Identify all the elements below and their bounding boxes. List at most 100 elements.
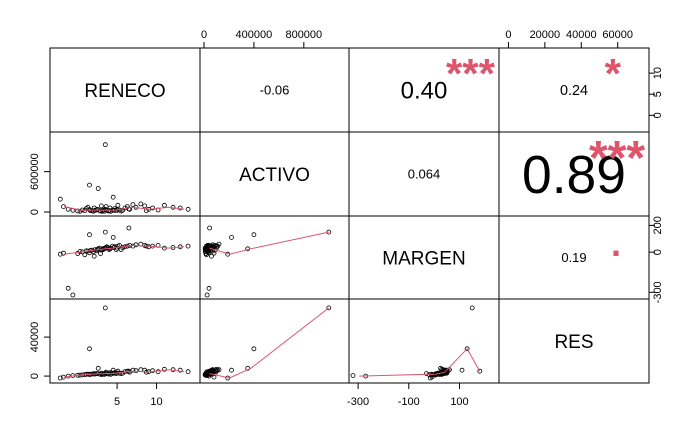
scatter-point xyxy=(133,242,139,248)
scatter-point xyxy=(130,202,136,208)
scatter-point xyxy=(438,365,443,371)
variable-label: RENECO xyxy=(84,81,165,102)
scatter-point xyxy=(177,205,183,211)
scatter-point xyxy=(95,186,101,191)
smoothing-line xyxy=(63,244,185,255)
scatter-point xyxy=(98,203,104,209)
tick-label: 10 xyxy=(150,396,162,408)
tick-label: -100 xyxy=(398,396,420,408)
correlation-value: -0.06 xyxy=(260,83,290,98)
scatter-point xyxy=(161,366,167,372)
scatter-point xyxy=(126,206,132,212)
scatter-point xyxy=(459,367,465,373)
scatter-point xyxy=(206,369,212,375)
scatter-point xyxy=(61,250,66,256)
scatter-point xyxy=(87,207,92,213)
significance-stars: . xyxy=(611,223,621,264)
scatter-point xyxy=(161,202,167,208)
scatter-point xyxy=(126,225,132,231)
tick-label: 0 xyxy=(652,112,664,118)
scatter-point xyxy=(87,232,92,238)
scatter-point xyxy=(206,285,212,291)
scatter-point xyxy=(87,346,92,352)
tick-label: 60000 xyxy=(602,29,633,41)
tick-label: 0 xyxy=(29,209,41,215)
scatter-point xyxy=(143,369,149,375)
tick-label: -300 xyxy=(652,281,664,303)
scatter-point xyxy=(155,369,161,375)
smoothing-line xyxy=(209,307,330,379)
scatter-point xyxy=(206,243,212,249)
panel-frame xyxy=(498,298,650,384)
tick-label: -300 xyxy=(347,396,369,408)
scatter-point xyxy=(150,368,156,374)
correlation-value: 0.064 xyxy=(408,167,441,182)
tick-label: 0 xyxy=(652,249,664,255)
scatter-point xyxy=(110,234,116,240)
variable-label: MARGEN xyxy=(382,249,465,270)
scatter-point xyxy=(133,368,139,374)
correlation-value: 0.24 xyxy=(560,83,588,99)
panel-frame xyxy=(348,298,500,384)
tick-label: 800000 xyxy=(285,29,322,41)
scatter-point xyxy=(57,375,63,381)
scatter-point xyxy=(251,232,257,238)
scatter-point xyxy=(185,206,191,212)
tick-label: 5 xyxy=(652,91,664,97)
smoothing-line xyxy=(63,369,185,378)
tick-label: 0 xyxy=(29,373,41,379)
scatter-point xyxy=(207,225,213,231)
scatter-point xyxy=(110,367,116,373)
panel-frame xyxy=(199,298,350,384)
significance-stars: *** xyxy=(446,50,496,97)
scatter-point xyxy=(98,251,103,256)
scatter-point xyxy=(350,373,356,379)
tick-label: 10 xyxy=(652,67,664,79)
tick-label: 0 xyxy=(201,29,207,41)
scatter-point xyxy=(70,292,76,298)
correlation-value: 0.89 xyxy=(522,146,626,205)
scatter-point xyxy=(95,365,101,371)
scatter-point xyxy=(138,201,144,207)
variable-label: RES xyxy=(554,332,593,353)
scatter-point xyxy=(102,142,108,148)
scatter-point xyxy=(125,204,130,210)
scatter-point xyxy=(91,253,97,259)
tick-label: 400000 xyxy=(236,29,273,41)
tick-label: 100 xyxy=(450,396,468,408)
scatter-point xyxy=(87,182,92,188)
scatter-point xyxy=(110,194,116,200)
tick-label: 20000 xyxy=(530,29,561,41)
significance-stars: *** xyxy=(589,132,645,185)
scatter-point xyxy=(464,346,470,352)
tick-label: 0 xyxy=(505,29,511,41)
tick-label: 5 xyxy=(114,396,120,408)
tick-label: 600000 xyxy=(29,153,41,190)
variable-label: ACTIVO xyxy=(239,165,310,186)
scatter-point xyxy=(209,253,214,259)
scatter-point xyxy=(65,285,71,291)
scatter-point xyxy=(204,292,210,298)
panel-frame xyxy=(49,215,201,300)
scatter-point xyxy=(424,371,429,377)
scatter-point xyxy=(120,370,125,376)
scatter-point xyxy=(102,305,108,311)
scatter-point xyxy=(77,208,83,214)
scatter-point xyxy=(142,203,148,209)
correlation-value: 0.40 xyxy=(401,78,448,105)
scatter-point xyxy=(204,243,209,249)
smoothing-line xyxy=(209,231,329,255)
tick-label: 200 xyxy=(652,216,664,234)
scatter-point xyxy=(150,205,156,211)
scatter-point xyxy=(229,367,234,373)
smoothing-line xyxy=(63,206,185,211)
scatter-point xyxy=(102,229,108,235)
correlation-value: 0.19 xyxy=(561,250,586,265)
scatter-point xyxy=(251,346,257,352)
scatter-point xyxy=(57,251,63,257)
scatter-point xyxy=(177,367,183,373)
tick-label: 40000 xyxy=(566,29,597,41)
scatter-point xyxy=(115,202,121,208)
scatter-point xyxy=(477,368,483,374)
